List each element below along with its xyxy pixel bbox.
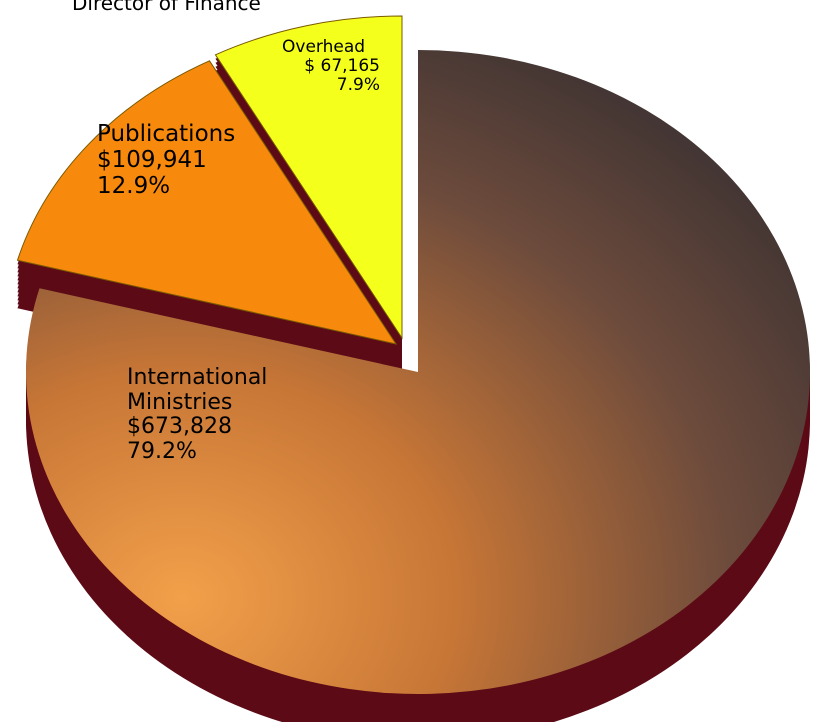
slice-label: Overhead $ 67,165 7.9%: [250, 37, 380, 96]
chart-title: Director of Finance: [72, 0, 261, 15]
percent-label: 79.2%: [127, 438, 197, 464]
percent-label: 12.9%: [97, 172, 171, 199]
slice: [214, 15, 403, 340]
slice: [25, 50, 811, 695]
slice-label: International Ministries $673,828 79.2%: [127, 365, 307, 465]
category-label: International Ministries: [127, 365, 268, 415]
value-label: $ 67,165: [304, 56, 380, 77]
category-label: Publications: [97, 121, 236, 147]
value-label: $673,828: [127, 414, 232, 440]
category-label: Overhead: [282, 37, 366, 57]
percent-label: 7.9%: [336, 75, 380, 96]
slice: [16, 60, 398, 345]
slice-label: Publications $109,941 12.9%: [97, 121, 277, 199]
value-label: $109,941: [97, 146, 207, 173]
